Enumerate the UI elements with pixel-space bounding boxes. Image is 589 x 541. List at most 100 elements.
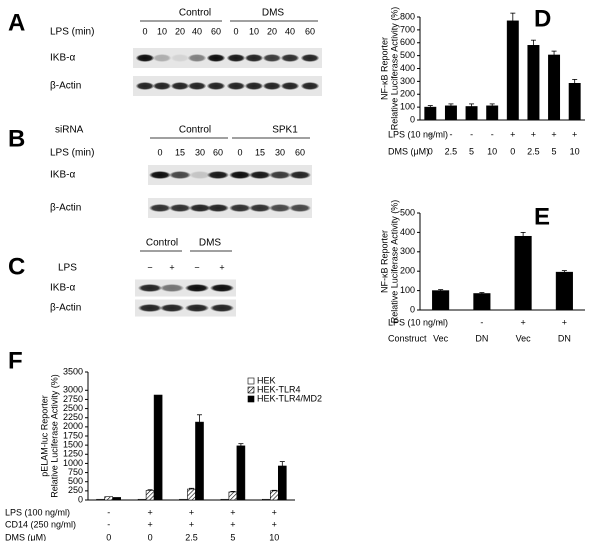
bar — [527, 45, 540, 121]
lane-label: 0 — [157, 147, 162, 157]
x-row-value: + — [520, 317, 525, 327]
x-row-label: DMS (μM) — [5, 532, 46, 541]
blot-group: Control — [146, 238, 178, 249]
lane-label: − — [194, 262, 199, 272]
x-row-label: CD14 (250 ng/ml) — [5, 519, 76, 529]
lane-label: 60 — [295, 147, 305, 157]
blot-band — [184, 284, 210, 292]
y-tick-label: 250 — [68, 485, 83, 495]
blot-band — [170, 54, 190, 62]
y-tick-label: 400 — [400, 227, 415, 237]
bar — [220, 498, 230, 501]
x-row-value: 5 — [230, 532, 235, 541]
x-row-label: LPS (100 ng/ml) — [5, 507, 70, 517]
x-row-value: - — [470, 129, 473, 139]
x-row-value: + — [562, 317, 567, 327]
lane-label: 10 — [157, 26, 167, 36]
y-tick-label: 2500 — [63, 403, 83, 413]
x-row-value: 2.5 — [527, 146, 540, 156]
lane-label: + — [219, 262, 224, 272]
y-axis-label: Relative Luciferase Activity (%) — [49, 374, 59, 498]
x-row-value: 0 — [148, 532, 153, 541]
y-tick-label: 0 — [410, 114, 415, 124]
y-axis-label: Relative Luciferase Activity (%) — [389, 7, 399, 131]
x-row-value: + — [189, 507, 194, 517]
blot-band — [209, 304, 235, 312]
y-tick-label: 600 — [400, 37, 415, 47]
y-tick-label: 500 — [400, 50, 415, 60]
blot-band — [209, 284, 235, 292]
blot-band — [289, 171, 311, 179]
x-row-value: 10 — [487, 146, 497, 156]
blot-condition: LPS — [58, 263, 77, 274]
blot-band — [169, 204, 191, 212]
bar — [104, 496, 113, 501]
blot-band — [226, 82, 246, 90]
x-row-value: + — [510, 129, 515, 139]
blot-group: SPK1 — [272, 125, 298, 136]
lane-label: 0 — [233, 26, 238, 36]
blot-band — [206, 82, 226, 90]
blot-band — [262, 82, 282, 90]
bar — [195, 421, 204, 501]
y-axis-label: NF-κB Reporter — [379, 230, 389, 293]
y-tick-label: 0 — [78, 494, 83, 504]
blot-row-label: IKB-α — [50, 53, 75, 64]
blot-band — [249, 171, 271, 179]
blot-band — [137, 284, 163, 292]
x-row-value: DN — [558, 333, 571, 343]
y-tick-label: 300 — [400, 76, 415, 86]
bar — [424, 106, 437, 121]
lane-label: 10 — [249, 26, 259, 36]
blot-group: Control — [179, 125, 211, 136]
bar — [145, 490, 155, 501]
panel-letter: A — [8, 9, 25, 36]
lane-label: 60 — [305, 26, 315, 36]
bar — [179, 498, 188, 501]
panel-letter: E — [534, 203, 550, 230]
blot-row-label: IKB-α — [50, 283, 75, 294]
y-tick-label: 2750 — [63, 394, 83, 404]
blot-band — [269, 171, 291, 179]
blot-condition: LPS (min) — [50, 148, 94, 159]
y-tick-label: 400 — [400, 63, 415, 73]
x-row-value: Vec — [433, 333, 449, 343]
blot-band — [207, 171, 229, 179]
panel-letter: F — [8, 347, 23, 374]
legend-swatch — [247, 395, 255, 403]
y-tick-label: 300 — [400, 246, 415, 256]
y-tick-label: 100 — [400, 285, 415, 295]
lane-label: 15 — [175, 147, 185, 157]
blot-band — [244, 82, 264, 90]
x-row-value: - — [107, 507, 110, 517]
lane-label: 20 — [175, 26, 185, 36]
blot-band — [300, 82, 320, 90]
bar — [473, 293, 491, 311]
x-row-label: LPS (10 ng/ml) — [388, 129, 448, 139]
blot-band — [189, 204, 211, 212]
blot-band — [206, 54, 226, 62]
bar — [112, 497, 121, 501]
bar — [236, 445, 246, 501]
x-row-value: + — [272, 519, 277, 529]
x-row-value: - — [107, 519, 110, 529]
lane-label: − — [147, 262, 152, 272]
x-row-value: + — [230, 519, 235, 529]
y-tick-label: 700 — [400, 24, 415, 34]
y-tick-label: 2250 — [63, 412, 83, 422]
y-axis-label: Relative Luciferase Activity (%) — [389, 200, 399, 324]
blot-band — [159, 284, 185, 292]
x-row-value: + — [272, 507, 277, 517]
blot-row-label: β-Actin — [50, 203, 81, 214]
blot-band — [262, 54, 282, 62]
lane-label: 60 — [211, 26, 221, 36]
y-axis-label: pELAM-luc Reporter — [39, 395, 49, 477]
blot-factor: siRNA — [55, 125, 84, 136]
legend-label: HEK-TLR4 — [257, 384, 301, 394]
bar — [137, 498, 147, 501]
x-row-label: DMS (μM) — [388, 146, 429, 156]
bar — [96, 498, 105, 501]
bar — [514, 235, 532, 311]
blot-condition: LPS (min) — [50, 27, 94, 38]
